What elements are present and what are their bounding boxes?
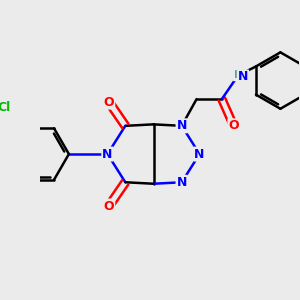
Text: O: O <box>228 119 239 132</box>
Text: O: O <box>104 200 114 212</box>
Text: N: N <box>102 148 113 160</box>
Text: Cl: Cl <box>0 101 10 114</box>
Text: N: N <box>194 148 205 160</box>
Text: N: N <box>176 176 187 189</box>
Text: N: N <box>176 119 187 132</box>
Text: N: N <box>238 70 248 83</box>
Text: H: H <box>234 70 242 80</box>
Text: O: O <box>104 96 114 109</box>
